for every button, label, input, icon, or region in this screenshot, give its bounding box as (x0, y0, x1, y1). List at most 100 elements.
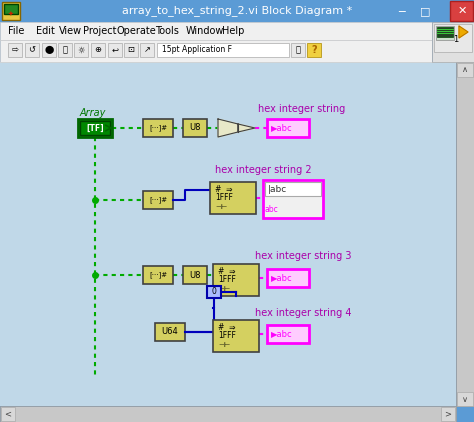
Bar (432, 22, 474, 62)
Text: [···]#: [···]# (149, 124, 167, 131)
Text: #  ⇒: # ⇒ (218, 267, 236, 276)
Text: ✦: ✦ (8, 11, 14, 17)
Text: Operate: Operate (117, 26, 157, 36)
Bar (0, 0, 474, 22)
Text: 🔍: 🔍 (295, 46, 301, 54)
Bar (0, 62, 456, 406)
Text: Window: Window (186, 26, 224, 36)
Text: 1FFF: 1FFF (218, 332, 236, 341)
Text: U8: U8 (189, 124, 201, 133)
Bar (108, 43, 122, 57)
Text: <: < (4, 409, 11, 419)
Text: ✕: ✕ (457, 6, 467, 16)
Bar (58, 43, 72, 57)
Bar (263, 180, 323, 218)
Polygon shape (459, 26, 468, 38)
Bar (436, 26, 454, 40)
Bar (91, 43, 105, 57)
Polygon shape (218, 119, 238, 137)
Bar (392, 3, 412, 19)
Bar (457, 63, 473, 77)
Text: ☼: ☼ (77, 46, 85, 54)
Bar (207, 286, 221, 298)
Bar (4, 4, 18, 14)
Bar (2, 2, 20, 20)
Bar (307, 43, 321, 57)
Bar (42, 43, 56, 57)
Bar (155, 323, 185, 341)
Text: Tools: Tools (155, 26, 179, 36)
Text: #  ⇒: # ⇒ (215, 184, 233, 194)
Bar (441, 407, 455, 421)
Bar (267, 119, 309, 137)
Text: ⏸: ⏸ (63, 46, 67, 54)
Text: Project: Project (83, 26, 117, 36)
Text: [TF]: [TF] (86, 124, 104, 133)
Text: Help: Help (222, 26, 245, 36)
Bar (0, 40, 432, 62)
Text: U64: U64 (162, 327, 178, 336)
Text: #  ⇒: # ⇒ (218, 322, 236, 332)
Bar (265, 182, 321, 196)
Text: 1FFF: 1FFF (215, 194, 233, 203)
Bar (183, 119, 207, 137)
Bar (0, 406, 456, 422)
Text: U8: U8 (189, 271, 201, 279)
Text: ∨: ∨ (462, 395, 468, 403)
Text: ⊣⊢: ⊣⊢ (218, 286, 230, 292)
Text: ▶abc: ▶abc (271, 330, 292, 338)
Text: Array: Array (80, 108, 106, 118)
Text: ⊕: ⊕ (94, 46, 101, 54)
Bar (140, 43, 154, 57)
Text: ▶abc: ▶abc (271, 273, 292, 282)
Text: ⊣⊢: ⊣⊢ (215, 204, 227, 210)
Bar (25, 43, 39, 57)
Bar (213, 264, 259, 296)
Text: 1: 1 (453, 35, 459, 43)
Bar (143, 191, 173, 209)
Bar (78, 119, 112, 137)
Bar (457, 392, 473, 406)
Bar (157, 43, 289, 57)
Bar (213, 320, 259, 352)
Text: 0: 0 (211, 287, 217, 297)
Polygon shape (238, 124, 255, 132)
Bar (291, 43, 305, 57)
Bar (432, 40, 474, 62)
Bar (450, 1, 473, 21)
Text: View: View (59, 26, 82, 36)
Bar (437, 27, 453, 37)
Bar (143, 266, 173, 284)
Text: hex integer string 4: hex integer string 4 (255, 308, 352, 318)
Bar (456, 62, 474, 406)
Text: Edit: Edit (36, 26, 55, 36)
Bar (267, 325, 309, 343)
Text: hex integer string 3: hex integer string 3 (255, 251, 352, 261)
Bar (124, 43, 138, 57)
Bar (80, 121, 110, 135)
Text: ⬤: ⬤ (44, 46, 54, 54)
Text: ⇨: ⇨ (11, 46, 18, 54)
Text: [···]#: [···]# (149, 272, 167, 279)
Text: |abc: |abc (268, 184, 287, 194)
Text: □: □ (420, 6, 430, 16)
Bar (210, 182, 256, 214)
Text: array_to_hex_string_2.vi Block Diagram *: array_to_hex_string_2.vi Block Diagram * (122, 5, 352, 16)
Text: ∧: ∧ (462, 65, 468, 75)
Bar (74, 43, 88, 57)
Text: hex integer string: hex integer string (258, 104, 345, 114)
Text: ▶abc: ▶abc (271, 124, 292, 133)
Bar (434, 24, 472, 52)
Text: ↗: ↗ (144, 46, 151, 54)
Text: ⊡: ⊡ (128, 46, 135, 54)
Bar (1, 407, 15, 421)
Text: >: > (445, 409, 452, 419)
Text: ↩: ↩ (111, 46, 118, 54)
Text: [···]#: [···]# (149, 197, 167, 203)
Bar (267, 269, 309, 287)
Text: ?: ? (311, 45, 317, 55)
Text: hex integer string 2: hex integer string 2 (215, 165, 311, 175)
Text: File: File (8, 26, 24, 36)
Bar (415, 3, 435, 19)
Bar (432, 22, 474, 40)
